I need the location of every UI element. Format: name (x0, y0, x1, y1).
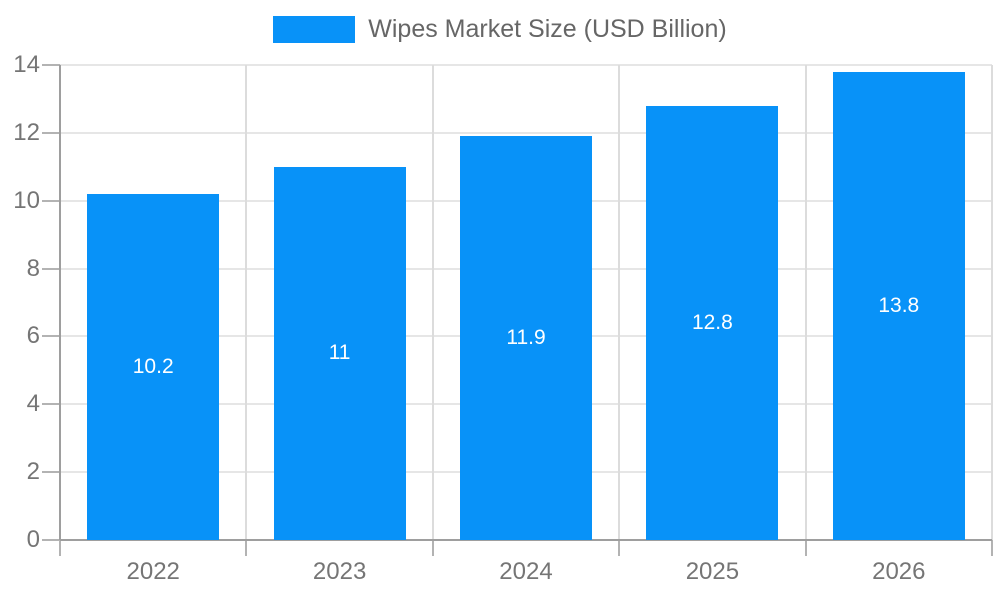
bar-value-label: 13.8 (878, 293, 920, 317)
y-tick-label: 0 (26, 526, 40, 553)
x-gridline (431, 65, 434, 540)
bar (832, 71, 965, 540)
x-gridline (245, 65, 248, 540)
x-axis-line (60, 539, 992, 541)
legend-label: Wipes Market Size (USD Billion) (368, 15, 727, 43)
y-axis-line (59, 65, 61, 540)
bar-value-label: 10.2 (132, 354, 174, 378)
y-tick-mark (42, 539, 60, 541)
y-gridline (60, 131, 992, 134)
bar-value-label: 11.9 (506, 326, 546, 350)
y-tick-label: 8 (26, 254, 40, 282)
x-gridline (618, 65, 621, 540)
x-tick-label: 2025 (685, 558, 740, 585)
y-tick-label: 12 (13, 118, 40, 146)
bar-value-label: 11 (328, 341, 351, 365)
bar (87, 193, 220, 540)
bar (273, 166, 406, 540)
y-tick-mark (42, 199, 60, 202)
x-tick-label: 2026 (872, 558, 926, 585)
chart-legend: Wipes Market Size (USD Billion) (0, 15, 1000, 44)
bar (460, 136, 592, 540)
x-tick-label: 2022 (126, 558, 180, 585)
legend-item[interactable]: Wipes Market Size (USD Billion) (273, 15, 727, 44)
x-tick-mark (59, 540, 61, 556)
y-tick-label: 4 (26, 390, 40, 418)
y-gridline (60, 64, 992, 66)
bar (646, 105, 779, 540)
x-tick-mark (245, 540, 248, 556)
y-tick-label: 2 (26, 458, 40, 486)
x-tick-mark (618, 540, 621, 556)
x-gridline (991, 65, 993, 540)
y-tick-mark (42, 403, 60, 406)
legend-swatch (273, 16, 356, 43)
y-tick-label: 14 (13, 51, 40, 78)
y-tick-mark (42, 267, 60, 270)
y-tick-mark (42, 471, 60, 474)
bar-value-label: 12.8 (691, 310, 733, 334)
y-tick-label: 10 (13, 186, 40, 214)
y-tick-mark (42, 64, 60, 66)
x-tick-mark (431, 540, 434, 556)
x-tick-mark (804, 540, 807, 556)
x-tick-mark (991, 540, 993, 556)
x-gridline (804, 65, 807, 540)
y-tick-label: 6 (26, 322, 40, 350)
x-tick-label: 2024 (499, 558, 553, 585)
y-tick-mark (42, 131, 60, 134)
x-tick-label: 2023 (312, 558, 367, 585)
y-tick-mark (42, 335, 60, 338)
